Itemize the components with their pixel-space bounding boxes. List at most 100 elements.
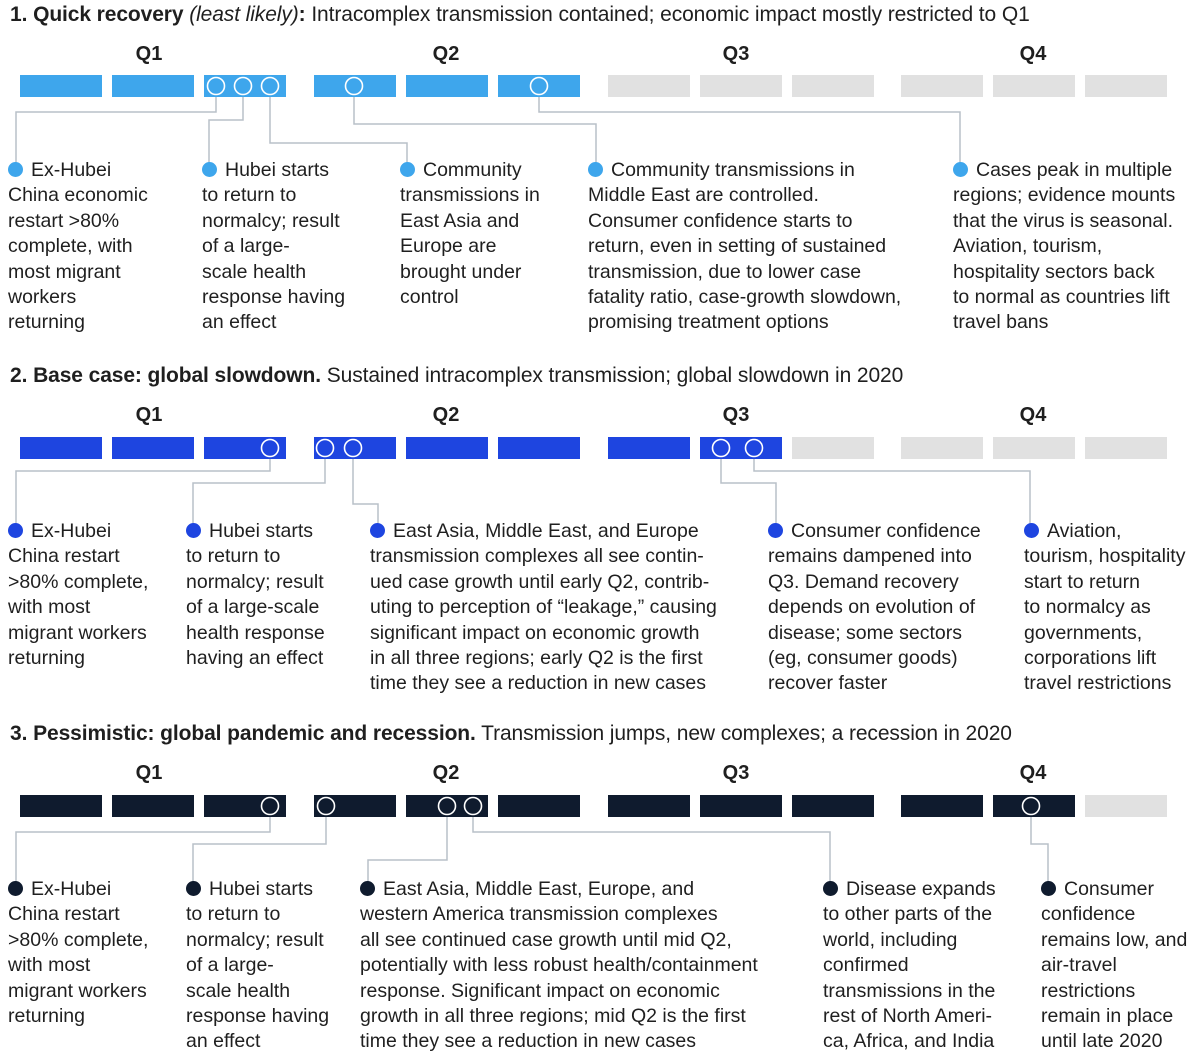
note-line: of a large- [202, 234, 345, 259]
note-text: remain in place [1041, 1005, 1174, 1028]
bullet-dot-icon [1041, 881, 1056, 896]
note-text: start to return [1024, 570, 1140, 593]
milestone-marker [316, 796, 336, 816]
scenario-3-heading: 3. Pessimistic: global pandemic and rece… [10, 722, 1012, 746]
note-text: with most [8, 596, 91, 619]
note-line: recover faster [768, 671, 981, 696]
note-line: Consumer [1041, 877, 1187, 902]
note-line: of a large- [186, 953, 329, 978]
note-text: transmissions in the [823, 979, 996, 1002]
note-line: Hubei starts [186, 519, 325, 544]
timeline-segment [700, 75, 782, 97]
note-text: complete, with [8, 235, 133, 258]
scenario-1-note-4: Community transmissions in Middle East ar… [588, 158, 901, 336]
note-line: with most [8, 953, 148, 978]
scenario-1-quarter-label-q4: Q4 [1019, 43, 1047, 65]
note-line: response having [202, 285, 345, 310]
milestone-marker [463, 796, 483, 816]
note-text: governments, [1024, 621, 1143, 644]
scenario-2-quarter-label-q1: Q1 [135, 404, 163, 426]
scenario-2-heading: 2. Base case: global slowdown. Sustained… [10, 364, 903, 388]
scenario-1-title: Quick recovery [33, 3, 184, 26]
note-text: scale health [186, 979, 291, 1002]
note-text: with most [8, 954, 91, 977]
note-line: remains low, and [1041, 928, 1187, 953]
note-line: East Asia, Middle East, and Europe [370, 519, 717, 544]
note-line: transmissions in [400, 183, 540, 208]
note-line: uting to perception of “leakage,” causin… [370, 595, 717, 620]
scenario-1-title-suffix: : [298, 3, 306, 26]
note-line: (eg, consumer goods) [768, 646, 981, 671]
note-text: of a large- [186, 954, 274, 977]
note-line: Community transmissions in [588, 158, 901, 183]
scenario-2-timeline [15, 437, 1167, 531]
note-text: having an effect [186, 647, 324, 670]
note-text: tourism, hospitality [1024, 545, 1186, 568]
bullet-dot-icon [953, 162, 968, 177]
note-line: significant impact on economic growth [370, 621, 717, 646]
note-text: migrant workers [8, 979, 147, 1002]
note-text: of a large- [202, 235, 290, 258]
milestone-marker [260, 796, 280, 816]
timeline-segment [20, 437, 102, 459]
note-text: migrant workers [8, 621, 147, 644]
scenario-1-quarter-label-q2: Q2 [432, 43, 460, 65]
note-line: complete, with [8, 234, 148, 259]
note-line: time they see a reduction in new cases [360, 1029, 758, 1054]
note-text: ued case growth until early Q2, contrib- [370, 570, 710, 593]
scenario-3-note-3: East Asia, Middle East, Europe, and weste… [360, 877, 758, 1055]
timeline-segment [406, 437, 488, 459]
timeline-segment [993, 795, 1075, 817]
note-text: an effect [202, 311, 277, 334]
note-line: travel restrictions [1024, 671, 1185, 696]
note-text: to normalcy as [1024, 596, 1151, 619]
scenario-2-note-5: Aviation, tourism, hospitality start to re… [1024, 519, 1185, 697]
timeline-segment [20, 75, 102, 97]
note-text: to normal as countries lift [953, 286, 1170, 309]
note-text: most migrant [8, 260, 121, 283]
note-text: Community [423, 159, 522, 181]
scenario-2-note-2: Hubei starts to return to normalcy; result… [186, 519, 325, 671]
timeline-segment [608, 75, 690, 97]
bullet-dot-icon [360, 881, 375, 896]
note-line: migrant workers [8, 979, 148, 1004]
milestone-marker [260, 76, 280, 96]
scenario-3-quarter-label-q2: Q2 [432, 762, 460, 784]
scenario-3-number: 3. [10, 722, 28, 745]
note-text: promising treatment options [588, 311, 829, 334]
timeline-segment [792, 437, 874, 459]
scenario-2-description: Sustained intracomplex transmission; glo… [326, 364, 904, 387]
note-text: that the virus is seasonal. [953, 209, 1174, 232]
timeline-segment [608, 437, 690, 459]
note-line: fatality ratio, case-growth slowdown, [588, 285, 901, 310]
note-text: Hubei starts [209, 520, 314, 542]
note-line: normalcy; result [202, 209, 345, 234]
scenario-3-quarter-label-q1: Q1 [135, 762, 163, 784]
timeline-segment [901, 437, 983, 459]
timeline-segment [498, 437, 580, 459]
scenario-2-quarter-label-q4: Q4 [1019, 404, 1047, 426]
note-text: Consumer [1064, 878, 1154, 900]
note-line: China economic [8, 183, 148, 208]
note-text: all see continued case growth until mid … [360, 928, 732, 951]
note-line: Consumer confidence starts to [588, 209, 901, 234]
note-line: Q3. Demand recovery [768, 570, 981, 595]
note-line: disease; some sectors [768, 621, 981, 646]
note-text: disease; some sectors [768, 621, 963, 644]
timeline-segment [314, 795, 396, 817]
note-text: transmission, due to lower case [588, 260, 862, 283]
note-line: to return to [202, 183, 345, 208]
note-line: Europe are [400, 234, 540, 259]
note-line: East Asia and [400, 209, 540, 234]
note-text: transmissions in [400, 184, 540, 207]
milestone-marker [344, 76, 364, 96]
note-text: of a large-scale [186, 596, 320, 619]
milestone-marker [260, 438, 280, 458]
note-line: that the virus is seasonal. [953, 209, 1175, 234]
note-line: workers [8, 285, 148, 310]
note-text: Aviation, tourism, [953, 235, 1103, 258]
note-line: transmission complexes all see contin- [370, 544, 717, 569]
scenario-2-number: 2. [10, 364, 28, 387]
note-text: world, including [823, 928, 958, 951]
note-line: an effect [186, 1029, 329, 1054]
